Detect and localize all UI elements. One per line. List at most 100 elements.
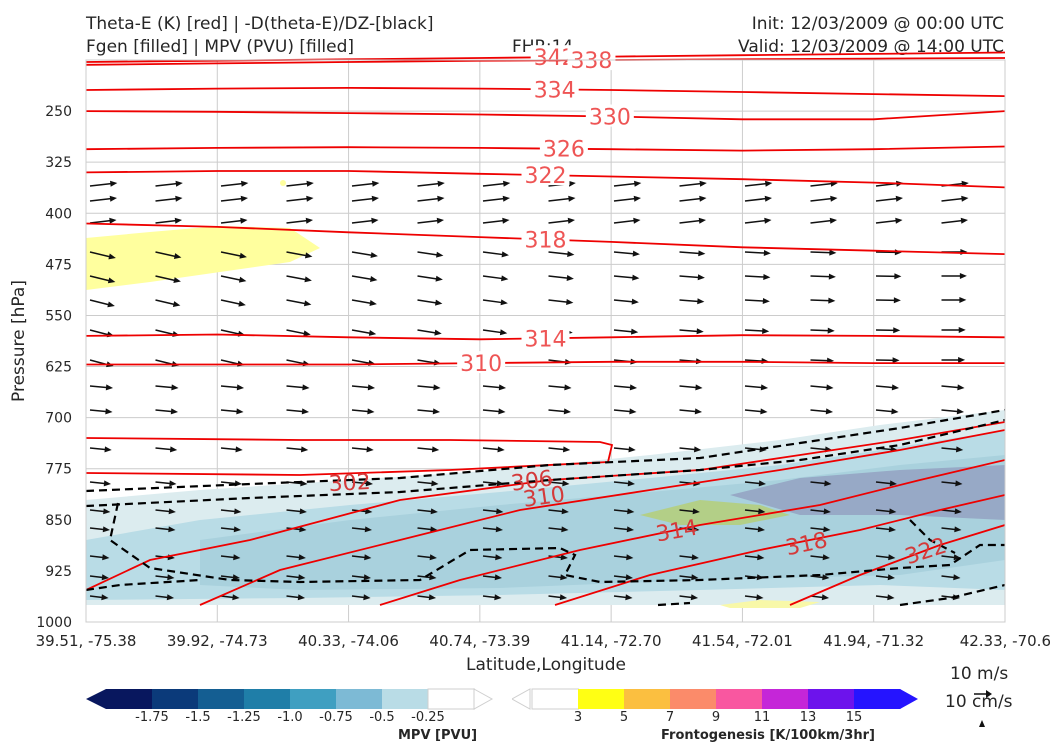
wind-vector-head <box>166 594 175 601</box>
wind-vector-shaft <box>89 385 110 389</box>
wind-vector-shaft <box>810 219 834 224</box>
wind-vector-head <box>960 217 969 224</box>
wind-vector-shaft <box>810 409 830 413</box>
wind-vector-shaft <box>220 329 242 336</box>
wind-vector-head <box>430 526 438 533</box>
wind-vector-head <box>495 526 504 533</box>
wind-vector-head <box>894 273 902 280</box>
wind-vector-head <box>631 298 639 305</box>
wind-vector-shaft <box>810 359 831 362</box>
theta-e-label-326: 326 <box>543 138 585 163</box>
valid-time: Valid: 12/03/2009 @ 14:00 UTC <box>738 37 1004 57</box>
wind-vector-shaft <box>220 219 244 224</box>
theta-e-label-bg-338 <box>567 48 616 71</box>
wind-vector-head <box>757 526 766 533</box>
mpv-colorbar-extend-left <box>86 689 106 709</box>
theta-e-label-bg-326 <box>539 136 588 159</box>
wind-vector-head <box>957 384 965 391</box>
y-tick-label-700: 700 <box>45 411 72 427</box>
wind-vector-head <box>371 217 379 224</box>
wind-vector-head <box>300 480 308 487</box>
wind-vector-head <box>298 554 306 561</box>
wind-vector-head <box>232 574 240 581</box>
wind-vector-head <box>367 408 375 415</box>
wind-vector-head <box>235 446 243 453</box>
mpv-colorbar-tick-1: -1.5 <box>185 710 211 725</box>
wind-vector-shaft <box>417 299 439 304</box>
wind-vector-head <box>101 594 109 601</box>
y-tick-label-550: 550 <box>45 308 72 324</box>
wind-vector-shaft <box>351 409 371 413</box>
wind-vector-shaft <box>548 409 568 413</box>
mpv-colorbar-cell-7 <box>427 688 475 710</box>
wind-vector-head <box>825 408 834 415</box>
mpv-colorbar-extend-right <box>473 688 494 710</box>
wind-vector-head <box>500 299 508 306</box>
wind-vector-shaft <box>220 197 245 202</box>
wind-vector-head <box>764 195 772 202</box>
wind-vector-shaft <box>155 275 178 282</box>
fgen-colorbar-extend-left <box>512 688 531 710</box>
mpv-colorbar-tick-0: -1.75 <box>135 710 169 725</box>
mpv-colorbar-tick-2: -1.25 <box>227 710 261 725</box>
wind-vector-shaft <box>155 219 179 224</box>
wind-vector-head <box>566 298 574 305</box>
wind-vector-shaft <box>679 329 700 333</box>
wind-vector-head <box>429 554 437 561</box>
y-axis-ticks: 250 325 400 475 550 625 700 775 850 925 1000 <box>36 104 72 631</box>
wind-vector-head <box>102 526 111 533</box>
wind-vector-shaft <box>155 385 175 389</box>
wind-vector-head <box>169 446 178 453</box>
wind-vector-head <box>108 253 116 260</box>
wind-vector-head <box>695 384 703 391</box>
y-tick-label-1000: 1000 <box>36 615 72 631</box>
wind-vector-head <box>895 217 903 224</box>
wind-vector-head <box>299 508 307 515</box>
wind-reference-vertical: 10 cm/s <box>945 692 1013 712</box>
wind-vector-head <box>762 297 770 304</box>
theta-e-label-310: 310 <box>460 352 502 377</box>
wind-vector-head <box>887 574 895 581</box>
init-time: Init: 12/03/2009 @ 00:00 UTC <box>751 14 1004 34</box>
wind-vector-head <box>174 217 183 224</box>
wind-vector-shaft <box>810 299 832 302</box>
wind-vector-head <box>567 217 576 224</box>
wind-vector-head <box>691 554 699 561</box>
wind-vector-head <box>363 574 371 581</box>
wind-vector-head <box>756 574 764 581</box>
fgen-colorbar-cell-1 <box>578 689 625 709</box>
wind-vector-head <box>889 508 897 515</box>
wind-vector-head <box>301 408 310 415</box>
wind-vector-shaft <box>286 275 309 281</box>
wind-vector-head <box>496 480 504 487</box>
wind-vector-head <box>888 526 897 533</box>
wind-vector-head <box>109 195 117 202</box>
wind-vector-head <box>241 180 249 187</box>
wind-vector-shaft <box>89 299 112 307</box>
wind-vector-head <box>175 180 183 187</box>
fgen-colorbar-label: Frontogenesis [K/100km/3hr] <box>661 728 875 743</box>
mpv-colorbar-cell-5 <box>336 689 383 709</box>
wind-vector-head <box>632 274 640 281</box>
wind-vector-head <box>299 526 307 533</box>
wind-vector-head <box>369 300 377 306</box>
wind-vector-head <box>437 180 445 187</box>
wind-vector-shaft <box>286 409 306 413</box>
vertical-reference-arrow <box>979 720 985 727</box>
wind-vector-shaft <box>286 359 307 365</box>
wind-vector-shaft <box>810 251 833 254</box>
theta-e-contour-310 <box>86 360 1005 366</box>
wind-vector-head <box>494 574 502 581</box>
wind-vector-head <box>627 480 635 487</box>
wind-vector-shaft <box>351 385 372 389</box>
wind-vector-head <box>371 195 379 202</box>
wind-reference-horizontal: 10 m/s <box>950 664 1009 684</box>
theta-e-label-318: 318 <box>525 228 567 253</box>
fgen-colorbar-tick-4: 11 <box>753 710 771 725</box>
wind-vector-shaft <box>744 182 769 187</box>
wind-vector-head <box>436 251 444 258</box>
wind-vector-shaft <box>417 359 438 364</box>
wind-vector-head <box>435 275 443 282</box>
mpv-colorbar-cell-1 <box>152 689 199 709</box>
wind-vector-head <box>692 508 700 515</box>
